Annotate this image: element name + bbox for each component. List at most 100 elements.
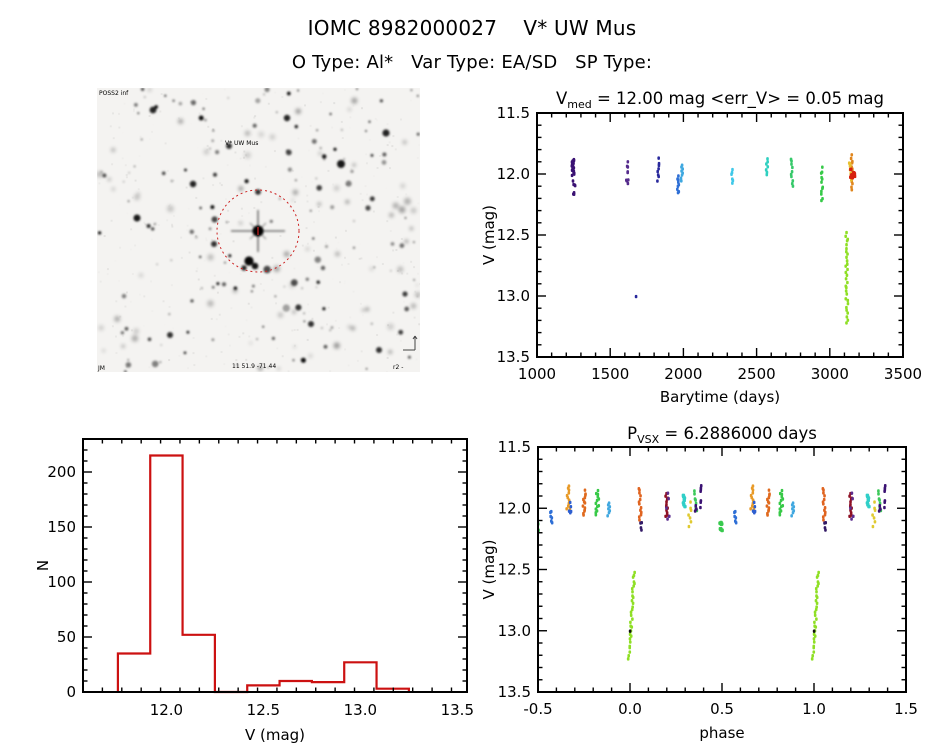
phase-point — [873, 500, 876, 504]
hist-x-tick-label: 13.5 — [441, 701, 474, 719]
bright-star — [244, 256, 254, 266]
phase-point — [814, 587, 818, 591]
phase-point — [823, 494, 826, 498]
lightcurve-time-panel: 1000 1500 2000 2500 3000 3500 11.5 12.0 12.5 13.0… — [480, 89, 922, 406]
time-point — [657, 163, 661, 168]
finder-chart-image: POSS2 inf V* UW Mus 11 51.9 -71 44 JM r2 - — [97, 88, 420, 372]
phase-point — [699, 489, 702, 494]
time-panel-title: Vmed = 12.00 mag <err_V> = 0.05 mag — [556, 89, 884, 111]
phase-point — [815, 601, 819, 606]
time-point — [679, 179, 683, 183]
time-point — [790, 159, 793, 163]
bright-star — [283, 114, 291, 122]
time-point — [820, 192, 823, 196]
time-y-tick-label: 13.5 — [497, 348, 530, 366]
time-point — [850, 153, 854, 157]
phase-point — [699, 486, 703, 490]
phase-point — [631, 595, 635, 600]
phase-x-tick-label: 1.5 — [894, 700, 918, 718]
time-point — [845, 246, 848, 251]
phase-point — [681, 501, 686, 505]
phase-point — [550, 521, 554, 525]
time-point — [846, 267, 849, 272]
time-point — [656, 169, 659, 174]
phase-point — [883, 486, 887, 490]
phase-point — [607, 511, 611, 515]
phase-point — [873, 520, 877, 524]
phase-point — [688, 516, 692, 520]
hist-y-tick-label: 50 — [57, 628, 76, 646]
phase-point — [630, 587, 634, 591]
phase-point — [594, 501, 598, 506]
time-y-tick-label: 13.0 — [497, 287, 530, 305]
time-point — [844, 234, 847, 239]
phase-point — [583, 501, 587, 505]
time-point — [571, 179, 575, 183]
phase-point — [877, 492, 880, 496]
time-point — [634, 294, 638, 299]
phase-point — [628, 650, 632, 654]
phase-point — [631, 590, 634, 594]
time-point — [791, 165, 794, 170]
time-y-tick-label: 12.5 — [497, 226, 530, 244]
phase-point — [778, 501, 782, 506]
phase-point — [850, 517, 853, 521]
hist-y-tick-label: 150 — [47, 518, 76, 536]
time-point — [849, 175, 854, 179]
bright-star — [255, 189, 261, 195]
time-x-tick-label: 3000 — [811, 365, 849, 383]
phase-point — [689, 520, 693, 524]
time-point — [679, 176, 683, 180]
hist-x-axis-label: V (mag) — [245, 726, 305, 744]
phase-point — [871, 513, 874, 517]
time-point — [846, 252, 849, 256]
phase-point — [814, 607, 818, 612]
phase-point — [849, 500, 852, 504]
time-point — [848, 161, 852, 166]
phase-point — [790, 514, 793, 518]
phase-point — [815, 575, 819, 579]
phase-point — [848, 494, 851, 498]
time-point — [677, 174, 680, 178]
phase-point — [569, 504, 573, 509]
time-x-tick-label: 2000 — [664, 365, 702, 383]
phase-point — [878, 503, 882, 508]
phase-x-tick-label: 0.5 — [710, 700, 734, 718]
time-point — [820, 180, 823, 184]
phase-y-tick-label: 12.0 — [498, 499, 531, 517]
bright-star — [320, 265, 326, 271]
time-point — [570, 173, 574, 178]
hist-y-tick-label: 100 — [47, 573, 76, 591]
target-circle — [216, 189, 300, 273]
time-point — [845, 255, 848, 259]
time-point — [680, 173, 684, 177]
phase-point — [630, 607, 634, 612]
phase-point — [813, 613, 817, 618]
phase-point — [594, 513, 598, 517]
phase-point — [626, 657, 630, 661]
phase-point — [734, 516, 738, 520]
phase-y-tick-label: 11.5 — [498, 438, 531, 456]
time-point — [731, 181, 734, 185]
phase-point — [665, 506, 668, 510]
phase-point — [689, 508, 693, 513]
time-point — [845, 259, 849, 263]
magnitude-histogram-panel: 12.0 12.5 13.0 13.5 0 50 100 150 200 V (mag) N — [34, 438, 474, 744]
phase-point — [780, 488, 784, 493]
phase-point — [822, 518, 825, 522]
phase-point — [596, 504, 599, 509]
phase-point — [878, 507, 882, 511]
bright-star — [241, 265, 247, 271]
phase-point — [812, 650, 816, 654]
phase-point — [814, 598, 818, 603]
phase-point — [694, 503, 698, 508]
phase-point — [549, 510, 552, 515]
phase-point — [694, 498, 697, 502]
phase-point — [749, 507, 752, 511]
phase-point — [734, 521, 738, 525]
time-point — [846, 311, 849, 315]
phase-point — [823, 526, 827, 530]
phase-point — [687, 513, 690, 517]
time-point — [844, 277, 848, 281]
phase-point — [780, 504, 783, 509]
